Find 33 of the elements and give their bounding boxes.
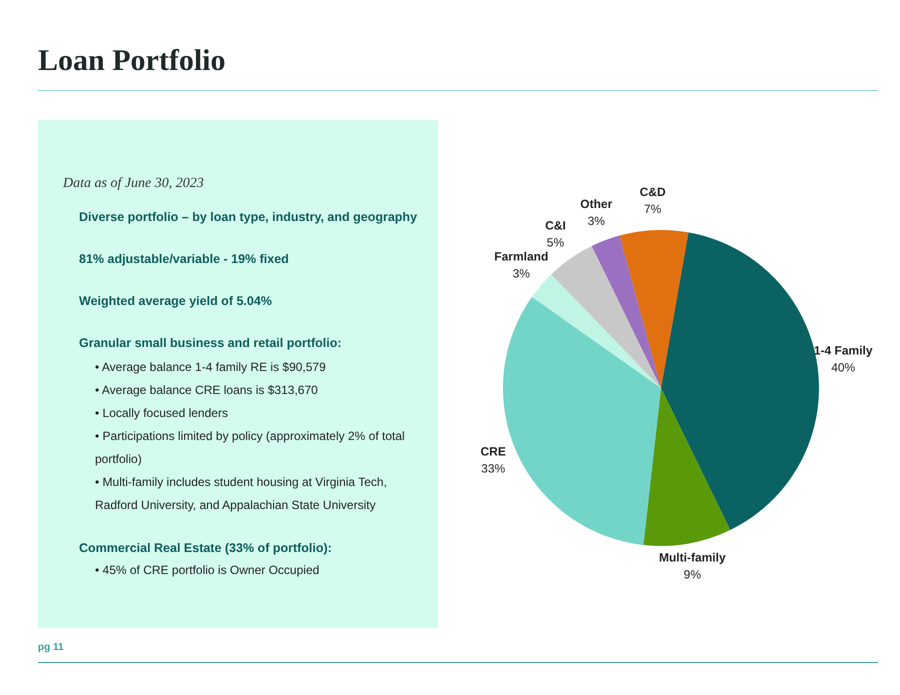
text: Weighted average yield of 5.04% — [79, 293, 273, 310]
text: • 45% of CRE portfolio is Owner Occupied — [94, 562, 320, 579]
slice-label: 1-4 Family — [814, 343, 873, 358]
text: • Average balance CRE loans is $313,670 — [94, 382, 319, 399]
text: Diverse portfolio – by loan type, industry, and geography — [79, 209, 418, 226]
pie-slice — [620, 230, 688, 388]
slice-label: Other — [580, 196, 613, 211]
pie-slice — [643, 388, 730, 546]
pie-slice — [551, 246, 661, 388]
data-label: 3% — [512, 266, 530, 280]
text: • Multi-family includes student housing at Virginia Tech, Radford University, and Appalachian State University — [94, 474, 388, 514]
pie-slice — [592, 236, 661, 388]
text: • Locally focused lenders — [94, 405, 229, 422]
text: Granular small business and retail portfolio: — [79, 335, 343, 352]
data-label: 3% — [588, 214, 606, 228]
slice-label: C&D — [640, 185, 666, 200]
data-label: 7% — [644, 202, 662, 216]
text: Loan Portfolio — [38, 44, 226, 78]
slice-label: Farmland — [494, 249, 548, 264]
slice-label: C&I — [545, 218, 566, 232]
slice-label: CRE — [480, 444, 506, 458]
data-label: 33% — [481, 461, 506, 476]
data-label: 40% — [831, 360, 856, 374]
text: Commercial Real Estate (33% of portfolio): — [79, 540, 333, 557]
slice-label: Multi-family — [658, 550, 726, 564]
text: pg 11 — [38, 642, 64, 653]
text: 81% adjustable/variable - 19% fixed — [79, 251, 290, 268]
data-label: 5% — [546, 235, 564, 250]
pie-slice — [532, 274, 661, 388]
data-label: 9% — [684, 567, 702, 582]
text: Data as of June 30, 2023 — [63, 176, 204, 192]
text: • Participations limited by policy (approximately 2% of total portfolio) — [94, 428, 406, 468]
text: • Average balance 1-4 family RE is $90,579 — [94, 359, 327, 376]
